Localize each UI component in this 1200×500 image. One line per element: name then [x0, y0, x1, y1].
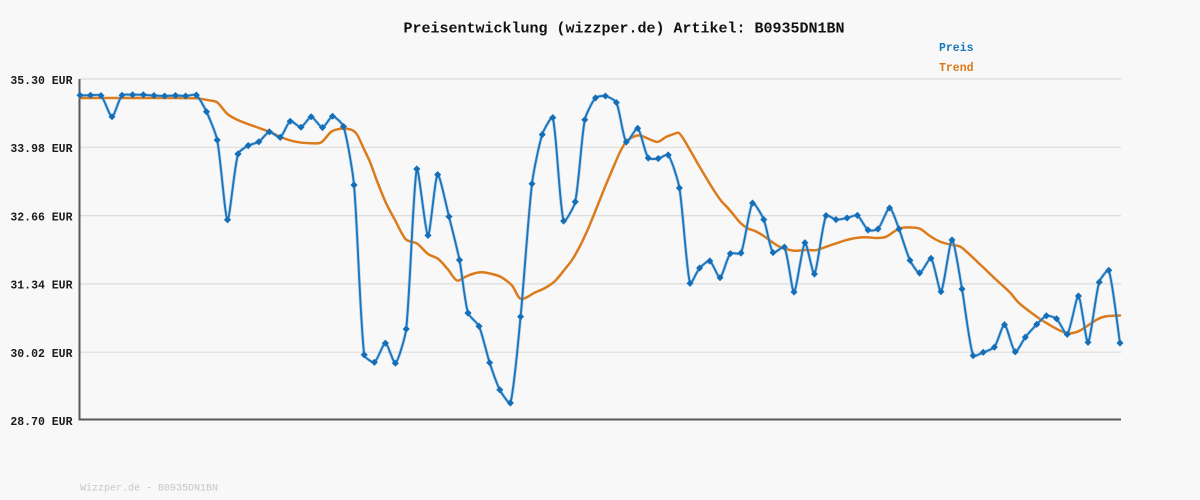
svg-text:31.34 EUR: 31.34 EUR: [10, 280, 72, 293]
svg-text:28.70 EUR: 28.70 EUR: [10, 416, 72, 429]
svg-text:33.98 EUR: 33.98 EUR: [10, 143, 72, 156]
svg-text:30.02 EUR: 30.02 EUR: [10, 348, 72, 361]
svg-text:35.30 EUR: 35.30 EUR: [10, 75, 72, 88]
svg-text:32.66 EUR: 32.66 EUR: [10, 211, 72, 224]
svg-text:Preis: Preis: [939, 42, 974, 55]
svg-text:Trend: Trend: [939, 62, 974, 75]
svg-text:Preisentwicklung (wizzper.de): Preisentwicklung (wizzper.de) Artikel: B…: [403, 21, 844, 38]
svg-text:Wizzper.de - B0935DN1BN: Wizzper.de - B0935DN1BN: [80, 483, 218, 495]
